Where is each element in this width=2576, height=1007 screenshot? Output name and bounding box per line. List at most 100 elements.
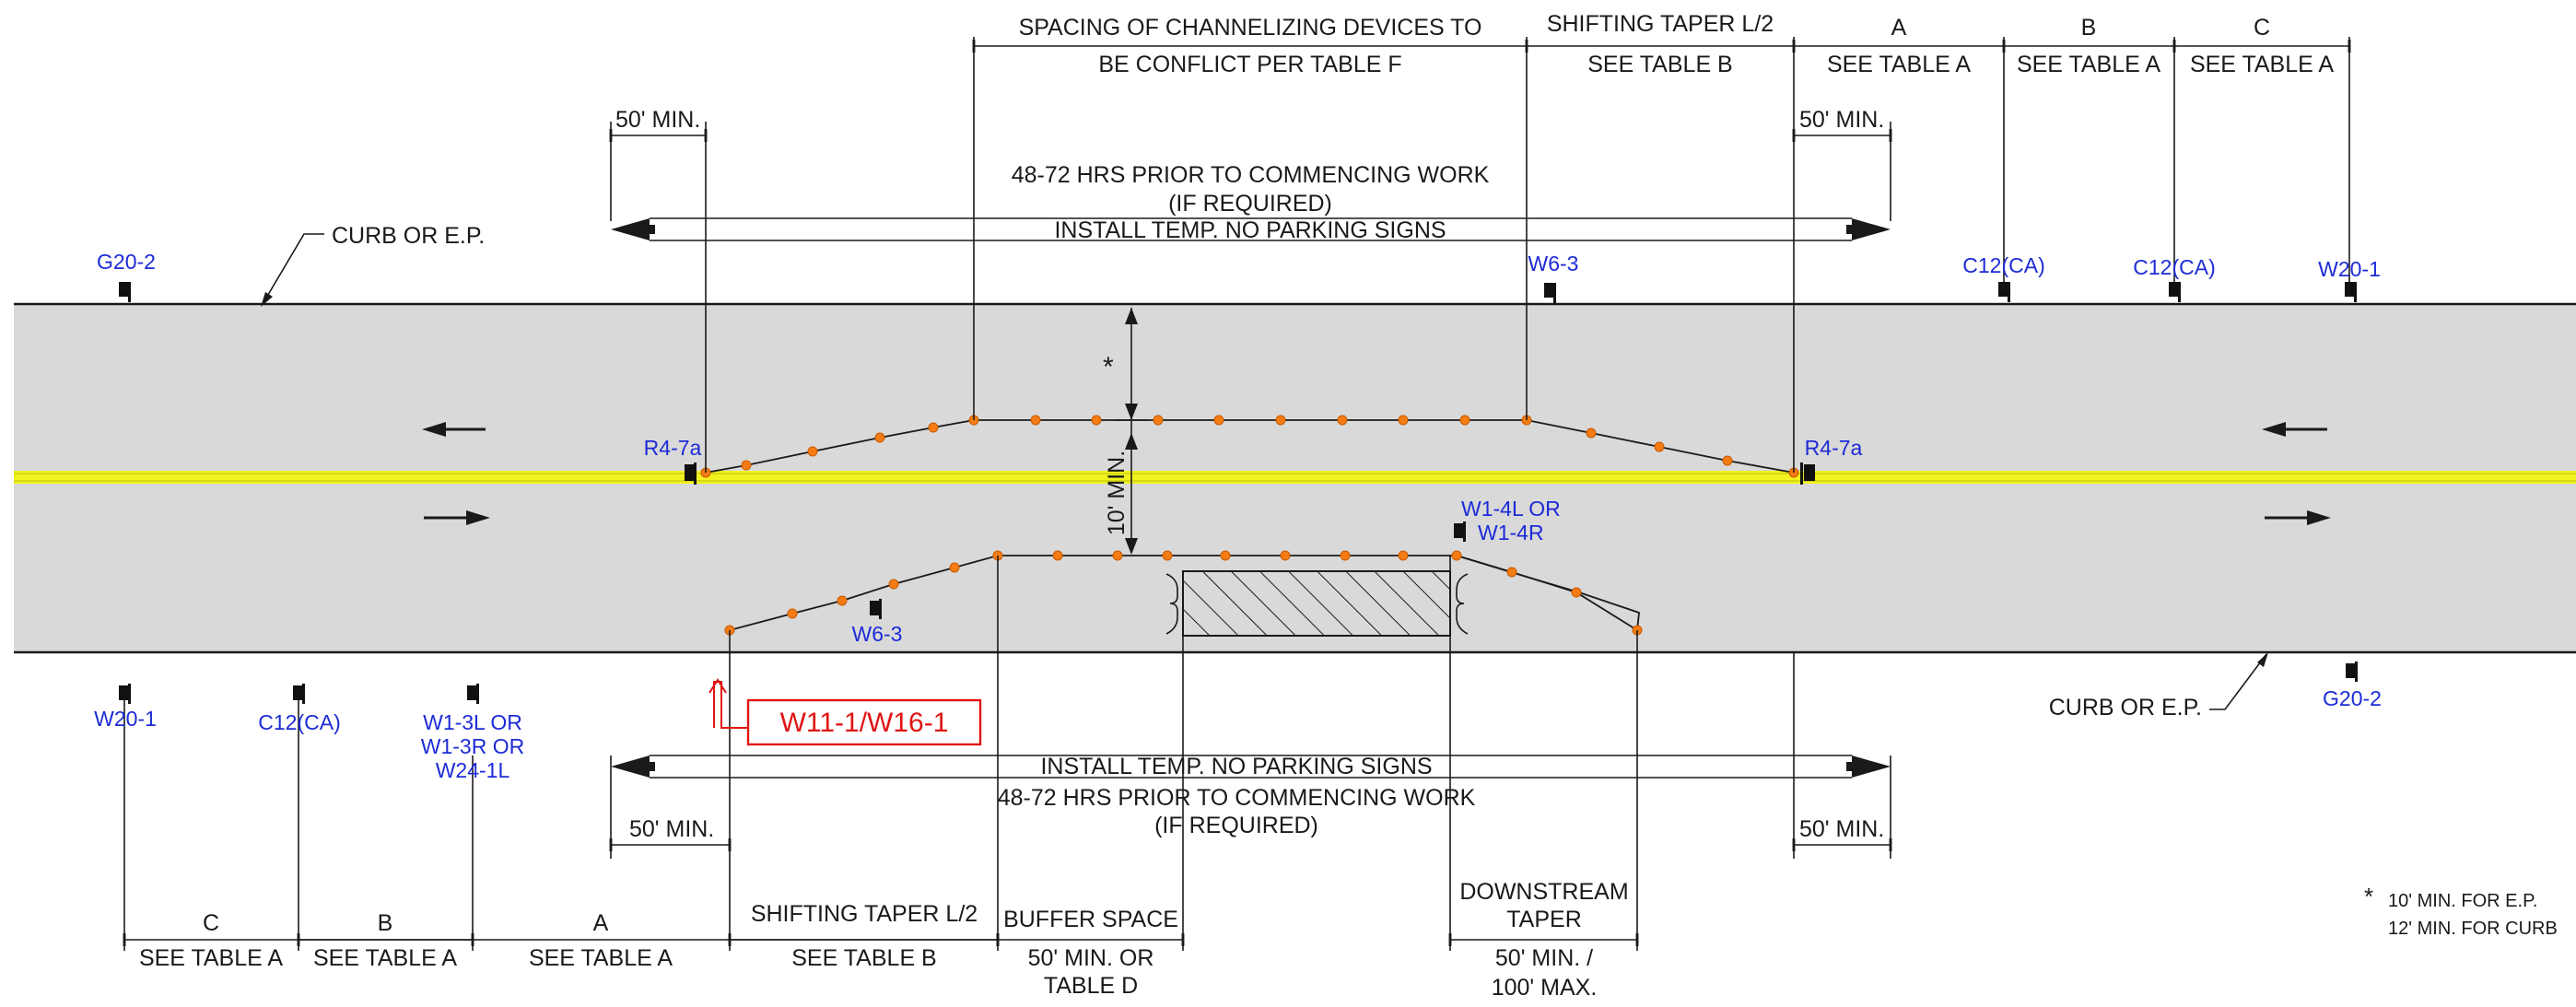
- double-yellow-centerline: [14, 471, 2576, 484]
- min-50-top-left: 50' MIN.: [615, 107, 700, 133]
- sign-post-icon: [119, 282, 131, 302]
- traffic-cone-icon: [837, 596, 847, 605]
- traffic-cone-icon: [1341, 551, 1350, 560]
- top-hrs-line1: 48-72 HRS PRIOR TO COMMENCING WORK: [1012, 162, 1490, 188]
- traffic-cone-icon: [875, 433, 884, 442]
- dim-a-bottom: A: [593, 910, 609, 936]
- spacing-label-line1: SPACING OF CHANNELIZING DEVICES TO: [1019, 15, 1482, 41]
- traffic-cone-icon: [1338, 416, 1347, 425]
- traffic-cone-icon: [1399, 416, 1408, 425]
- traffic-cone-icon: [1053, 551, 1062, 560]
- sign-c12-top-1: C12(CA): [1962, 253, 2044, 277]
- sign-w20-1-top: W20-1: [2318, 257, 2381, 281]
- traffic-cone-icon: [1655, 442, 1664, 451]
- dim-a-bottom-table: SEE TABLE A: [529, 945, 673, 971]
- traffic-cone-icon: [1452, 551, 1461, 560]
- traffic-cone-icon: [1153, 416, 1163, 425]
- min-50-bottom-right: 50' MIN.: [1799, 816, 1884, 842]
- traffic-cone-icon: [1723, 456, 1732, 465]
- sign-g20-2-bottom: G20-2: [2323, 686, 2382, 710]
- traffic-cone-icon: [1031, 416, 1040, 425]
- sign-c12-bottom: C12(CA): [258, 710, 340, 734]
- traffic-cone-icon: [1460, 416, 1469, 425]
- traffic-cone-icon: [1221, 551, 1230, 560]
- dim-b-top: B: [2081, 15, 2097, 41]
- dim-b-top-table: SEE TABLE A: [2017, 52, 2160, 77]
- dim-b-bottom-table: SEE TABLE A: [313, 945, 457, 971]
- footnote-line2: 12' MIN. FOR CURB: [2388, 919, 2558, 939]
- downstream-line3: 50' MIN. /: [1495, 945, 1593, 971]
- dim-a-top: A: [1891, 15, 1907, 41]
- traffic-cone-icon: [1281, 551, 1290, 560]
- downstream-line4: 100' MAX.: [1492, 975, 1598, 1001]
- sign-c12-top-2: C12(CA): [2133, 255, 2215, 279]
- spacing-label-line2: BE CONFLICT PER TABLE F: [1098, 52, 1401, 77]
- dim-c-top-table: SEE TABLE A: [2190, 52, 2334, 77]
- bottom-install-label: INSTALL TEMP. NO PARKING SIGNS: [1040, 754, 1432, 779]
- footnote-line1: 10' MIN. FOR E.P.: [2388, 891, 2537, 911]
- dim-c-bottom-table: SEE TABLE A: [139, 945, 283, 971]
- top-install-label: INSTALL TEMP. NO PARKING SIGNS: [1054, 217, 1446, 243]
- traffic-cone-icon: [1276, 416, 1285, 425]
- dim-c-bottom: C: [203, 910, 219, 936]
- dim-c-top: C: [2254, 15, 2270, 41]
- shift-taper-top-line1: SHIFTING TAPER L/2: [1547, 11, 1774, 37]
- sign-w1-4-line2: W1-4R: [1478, 521, 1544, 544]
- sign-post-icon: [2346, 662, 2358, 682]
- sign-w1-3-line1: W1-3L OR: [423, 710, 522, 734]
- traffic-cone-icon: [1092, 416, 1101, 425]
- sign-post-icon: [2169, 282, 2181, 302]
- traffic-cone-icon: [1507, 568, 1516, 577]
- traffic-cone-icon: [1572, 588, 1581, 597]
- top-dimension-labels: SPACING OF CHANNELIZING DEVICES TO BE CO…: [615, 11, 2334, 133]
- sign-w1-4-line1: W1-4L OR: [1461, 497, 1561, 521]
- dim-a-top-table: SEE TABLE A: [1827, 52, 1971, 77]
- traffic-cone-icon: [1214, 416, 1224, 425]
- traffic-cone-icon: [889, 580, 898, 589]
- sign-r4-7a-right: R4-7a: [1805, 436, 1863, 460]
- traffic-cone-icon: [1163, 551, 1172, 560]
- sign-w1-3-line2: W1-3R OR: [421, 734, 524, 758]
- traffic-cone-icon: [929, 423, 938, 432]
- traffic-cone-icon: [808, 447, 817, 456]
- sign-post-icon: [1998, 282, 2010, 302]
- svg-text:CURB OR E.P.: CURB OR E.P.: [332, 223, 485, 249]
- traffic-cone-icon: [1113, 551, 1122, 560]
- downstream-line2: TAPER: [1506, 907, 1582, 932]
- shift-taper-bottom-line2: SEE TABLE B: [791, 945, 936, 971]
- dim-b-bottom: B: [378, 910, 393, 936]
- svg-text:CURB OR E.P.: CURB OR E.P.: [2049, 695, 2202, 720]
- sign-callout-w11-1: W11-1/W16-1: [709, 680, 980, 744]
- sign-w1-3-line3: W24-1L: [436, 758, 510, 782]
- bottom-no-parking-banner: INSTALL TEMP. NO PARKING SIGNS 48-72 HRS…: [611, 754, 1891, 838]
- ten-min-label: 10' MIN.: [1104, 451, 1130, 535]
- sign-g20-2-top: G20-2: [97, 250, 156, 274]
- min-50-top-right: 50' MIN.: [1799, 107, 1884, 133]
- sign-post-icon: [2345, 282, 2357, 302]
- traffic-cone-icon: [788, 609, 797, 618]
- buffer-line2: 50' MIN. OR: [1028, 945, 1154, 971]
- asterisk-mark: *: [1103, 352, 1114, 382]
- shift-taper-bottom-line1: SHIFTING TAPER L/2: [751, 901, 978, 927]
- buffer-line1: BUFFER SPACE: [1003, 907, 1178, 932]
- sign-post-icon: [1544, 283, 1556, 303]
- sign-w6-3-top: W6-3: [1528, 252, 1579, 275]
- buffer-line3: TABLE D: [1044, 973, 1138, 999]
- sign-w20-1-bottom: W20-1: [94, 707, 157, 731]
- shift-taper-top-line2: SEE TABLE B: [1587, 52, 1732, 77]
- bottom-hrs-line1: 48-72 HRS PRIOR TO COMMENCING WORK: [998, 785, 1476, 811]
- sign-post-icon: [467, 684, 479, 704]
- sign-r4-7a-left: R4-7a: [644, 436, 702, 460]
- top-hrs-line2: (IF REQUIRED): [1168, 191, 1332, 217]
- traffic-cone-icon: [1587, 428, 1596, 438]
- curb-label-top: CURB OR E.P.: [261, 223, 485, 307]
- sign-w6-3-bottom: W6-3: [852, 622, 903, 646]
- top-no-parking-banner: 48-72 HRS PRIOR TO COMMENCING WORK (IF R…: [611, 162, 1891, 243]
- work-area: [1183, 571, 1450, 636]
- callout-label: W11-1/W16-1: [780, 708, 949, 738]
- traffic-cone-icon: [742, 461, 751, 470]
- traffic-cone-icon: [950, 563, 959, 572]
- traffic-cone-icon: [1399, 551, 1408, 560]
